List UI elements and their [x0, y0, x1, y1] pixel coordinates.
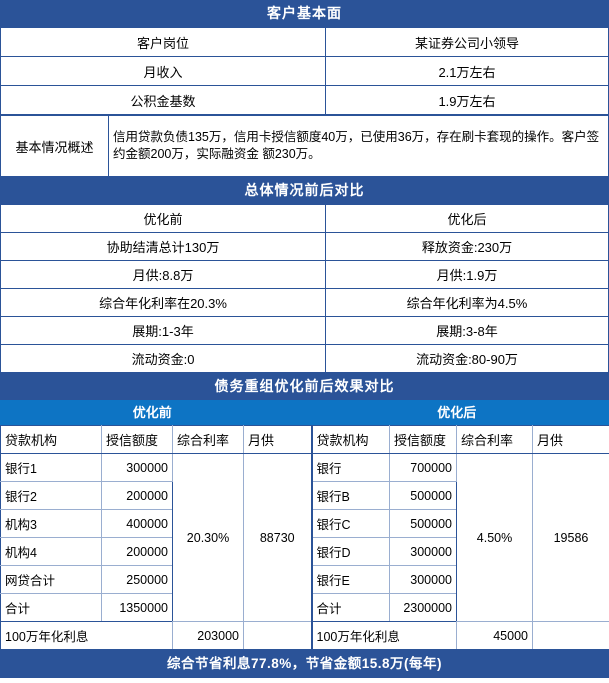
detail-after-interest-value: 45000: [456, 621, 533, 650]
basic-summary-label: 基本情况概述: [0, 115, 109, 177]
detail-band-after: 优化后: [304, 400, 609, 425]
table-row-interest: 100万年化利息 203000 100万年化利息 45000: [0, 621, 609, 650]
detail-col-amount-after: 授信额度: [389, 425, 457, 454]
detail-before-monthly: 88730: [243, 453, 312, 622]
detail-before-inst-3: 机构4: [0, 537, 102, 566]
basic-summary-table: 基本情况概述 信用贷款负债135万，信用卡授信额度40万，已使用36万，存在刷卡…: [0, 115, 609, 177]
section-title-compare: 总体情况前后对比: [0, 177, 609, 204]
table-row: 银行1 300000 20.30% 88730 银行 700000 4.50% …: [0, 453, 609, 622]
compare-head-before: 优化前: [0, 204, 326, 233]
detail-before-rate: 20.30%: [172, 453, 244, 622]
compare-row-4-after: 流动资金:80-90万: [325, 344, 609, 373]
detail-after-amount-1: 500000: [389, 481, 457, 510]
compare-row-3-after: 展期:3-8年: [325, 316, 609, 345]
detail-before-interest-blank: [243, 621, 312, 650]
detail-after-interest-blank: [532, 621, 609, 650]
table-row: 银行2 200000 银行B 500000: [0, 481, 609, 510]
basic-row-0-label: 客户岗位: [0, 27, 326, 57]
detail-col-inst-after: 贷款机构: [310, 425, 390, 454]
detail-before-inst-4: 网贷合计: [0, 565, 102, 594]
detail-after-rate: 4.50%: [456, 453, 533, 622]
basic-row-2-value: 1.9万左右: [325, 85, 609, 115]
detail-band-row: 优化前 优化后: [0, 400, 609, 425]
table-row: 月收入 2.1万左右: [0, 56, 609, 86]
detail-band-before: 优化前: [0, 400, 305, 425]
detail-before-amount-4: 250000: [101, 565, 173, 594]
table-row: 公积金基数 1.9万左右: [0, 85, 609, 115]
detail-before-inst-0: 银行1: [0, 453, 102, 482]
detail-before-amount-2: 400000: [101, 509, 173, 538]
basic-row-1-label: 月收入: [0, 56, 326, 86]
detail-after-interest-label: 100万年化利息: [310, 621, 457, 650]
compare-row-0-after: 释放资金:230万: [325, 232, 609, 261]
detail-after-inst-4: 银行E: [310, 565, 390, 594]
table-row: 网贷合计 250000 银行E 300000: [0, 565, 609, 594]
table-row: 基本情况概述 信用贷款负债135万，信用卡授信额度40万，已使用36万，存在刷卡…: [0, 115, 609, 177]
table-row: 流动资金:0 流动资金:80-90万: [0, 344, 609, 373]
detail-after-amount-3: 300000: [389, 537, 457, 566]
detail-before-inst-1: 银行2: [0, 481, 102, 510]
detail-before-amount-5: 1350000: [101, 593, 173, 622]
table-row: 月供:8.8万 月供:1.9万: [0, 260, 609, 289]
detail-after-amount-0: 700000: [389, 453, 457, 482]
basic-info-table: 客户岗位 某证券公司小领导 月收入 2.1万左右 公积金基数 1.9万左右: [0, 27, 609, 115]
table-row: 展期:1-3年 展期:3-8年: [0, 316, 609, 345]
detail-before-interest-value: 203000: [172, 621, 244, 650]
table-header-row: 优化前 优化后: [0, 204, 609, 233]
compare-row-0-before: 协助结清总计130万: [0, 232, 326, 261]
detail-before-amount-1: 200000: [101, 481, 173, 510]
detail-before-inst-2: 机构3: [0, 509, 102, 538]
detail-after-inst-5: 合计: [310, 593, 390, 622]
basic-row-1-value: 2.1万左右: [325, 56, 609, 86]
table-row: 机构4 200000 银行D 300000: [0, 537, 609, 566]
detail-after-amount-5: 2300000: [389, 593, 457, 622]
detail-header-row: 贷款机构 授信额度 综合利率 月供 贷款机构 授信额度 综合利率 月供: [0, 425, 609, 454]
basic-row-2-label: 公积金基数: [0, 85, 326, 115]
detail-after-inst-2: 银行C: [310, 509, 390, 538]
compare-row-3-before: 展期:1-3年: [0, 316, 326, 345]
section-title-basic: 客户基本面: [0, 0, 609, 27]
detail-before-inst-5: 合计: [0, 593, 102, 622]
detail-col-monthly-before: 月供: [243, 425, 312, 454]
table-row: 协助结清总计130万 释放资金:230万: [0, 232, 609, 261]
compare-row-1-after: 月供:1.9万: [325, 260, 609, 289]
basic-summary-text: 信用贷款负债135万，信用卡授信额度40万，已使用36万，存在刷卡套现的操作。客…: [108, 115, 609, 177]
detail-col-monthly-after: 月供: [532, 425, 609, 454]
detail-before-amount-3: 200000: [101, 537, 173, 566]
compare-row-2-before: 综合年化利率在20.3%: [0, 288, 326, 317]
detail-after-inst-1: 银行B: [310, 481, 390, 510]
table-row: 机构3 400000 银行C 500000: [0, 509, 609, 538]
compare-head-after: 优化后: [325, 204, 609, 233]
basic-row-0-value: 某证券公司小领导: [325, 27, 609, 57]
detail-after-monthly: 19586: [532, 453, 609, 622]
detail-table: 贷款机构 授信额度 综合利率 月供 贷款机构 授信额度 综合利率 月供 银行1 …: [0, 425, 609, 650]
detail-after-inst-3: 银行D: [310, 537, 390, 566]
detail-before-interest-label: 100万年化利息: [0, 621, 173, 650]
compare-table: 优化前 优化后 协助结清总计130万 释放资金:230万 月供:8.8万 月供:…: [0, 204, 609, 373]
detail-after-amount-4: 300000: [389, 565, 457, 594]
footer-summary: 综合节省利息77.8%，节省金额15.8万(每年): [0, 650, 609, 678]
detail-col-inst-before: 贷款机构: [0, 425, 102, 454]
compare-row-4-before: 流动资金:0: [0, 344, 326, 373]
detail-col-rate-before: 综合利率: [172, 425, 244, 454]
detail-before-amount-0: 300000: [101, 453, 173, 482]
detail-col-rate-after: 综合利率: [456, 425, 533, 454]
detail-after-inst-0: 银行: [310, 453, 390, 482]
compare-row-2-after: 综合年化利率为4.5%: [325, 288, 609, 317]
section-title-detail: 债务重组优化前后效果对比: [0, 373, 609, 400]
compare-row-1-before: 月供:8.8万: [0, 260, 326, 289]
table-row: 客户岗位 某证券公司小领导: [0, 27, 609, 57]
detail-after-amount-2: 500000: [389, 509, 457, 538]
table-row: 综合年化利率在20.3% 综合年化利率为4.5%: [0, 288, 609, 317]
detail-col-amount-before: 授信额度: [101, 425, 173, 454]
